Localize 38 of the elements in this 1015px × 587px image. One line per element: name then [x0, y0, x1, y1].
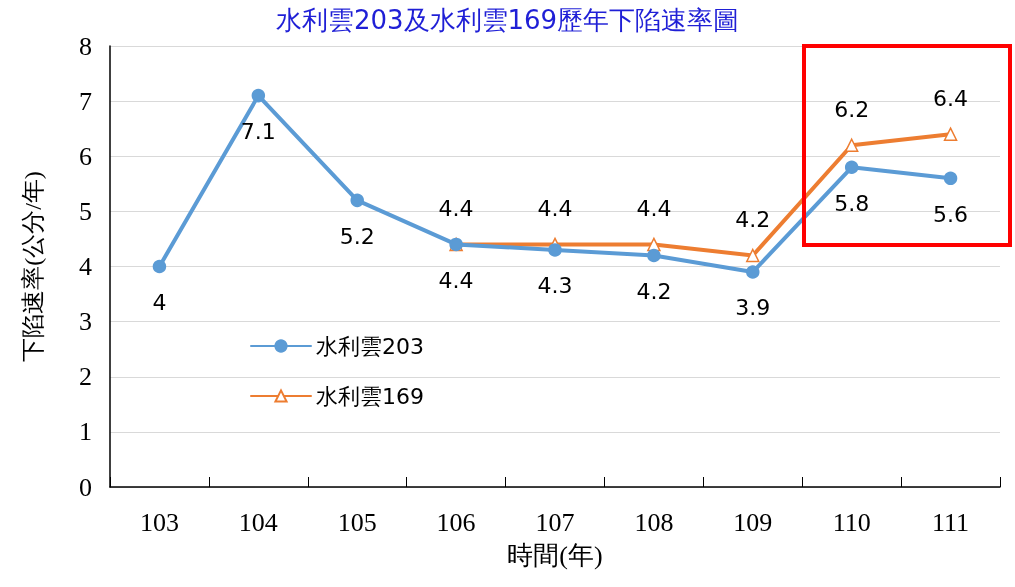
y-tick-label: 3: [79, 307, 92, 337]
data-label: 3.9: [735, 295, 771, 321]
legend-label: 水利雲203: [316, 333, 424, 359]
x-tick-label: 110: [832, 507, 871, 537]
x-tick-label: 107: [535, 507, 575, 537]
y-tick-label: 5: [79, 196, 92, 226]
data-label: 6.4: [933, 85, 969, 111]
x-tick-label: 108: [634, 507, 674, 537]
y-tick-label: 0: [79, 472, 92, 502]
data-label: 5.6: [933, 201, 969, 227]
y-tick-label: 7: [79, 86, 92, 116]
data-label: 4.4: [438, 267, 474, 293]
x-tick-label: 104: [238, 507, 278, 537]
x-tick-label: 105: [337, 507, 377, 537]
data-label: 4.2: [636, 278, 672, 304]
y-tick-label: 1: [79, 417, 92, 447]
y-tick-label: 6: [79, 141, 92, 171]
legend-label: 水利雲169: [316, 383, 424, 409]
x-tick-label: 111: [932, 507, 970, 537]
chart-title: 水利雲203及水利雲169歷年下陷速率圖: [275, 5, 740, 35]
data-label: 4.4: [438, 196, 474, 222]
data-label: 4.3: [537, 273, 573, 299]
data-label: 4: [152, 289, 167, 315]
data-label: 4.2: [735, 207, 771, 233]
x-tick-label: 106: [436, 507, 476, 537]
x-axis-title: 時間(年): [507, 540, 603, 570]
data-label: 4.4: [636, 196, 672, 222]
data-label: 5.8: [834, 190, 870, 216]
y-axis-title: 下陷速率(公分/年): [20, 171, 46, 362]
y-tick-label: 8: [79, 31, 92, 61]
data-label: 6.2: [834, 96, 870, 122]
x-tick-label: 103: [139, 507, 179, 537]
x-tick-label: 109: [733, 507, 773, 537]
data-label: 4.4: [537, 196, 573, 222]
y-tick-label: 2: [79, 362, 92, 392]
data-label: 7.1: [240, 118, 276, 144]
y-tick-label: 4: [79, 252, 92, 281]
data-label: 5.2: [339, 223, 375, 249]
